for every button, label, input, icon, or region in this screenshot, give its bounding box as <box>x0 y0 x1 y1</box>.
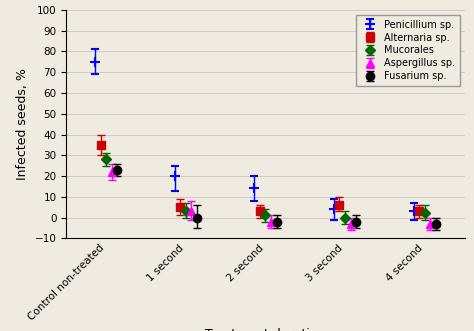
X-axis label: Treatment duration: Treatment duration <box>205 328 326 331</box>
Y-axis label: Infected seeds, %: Infected seeds, % <box>16 68 29 180</box>
Legend: Penicillium sp., Alternaria sp., Mucorales, Aspergillus sp., Fusarium sp.: Penicillium sp., Alternaria sp., Mucoral… <box>356 15 460 86</box>
